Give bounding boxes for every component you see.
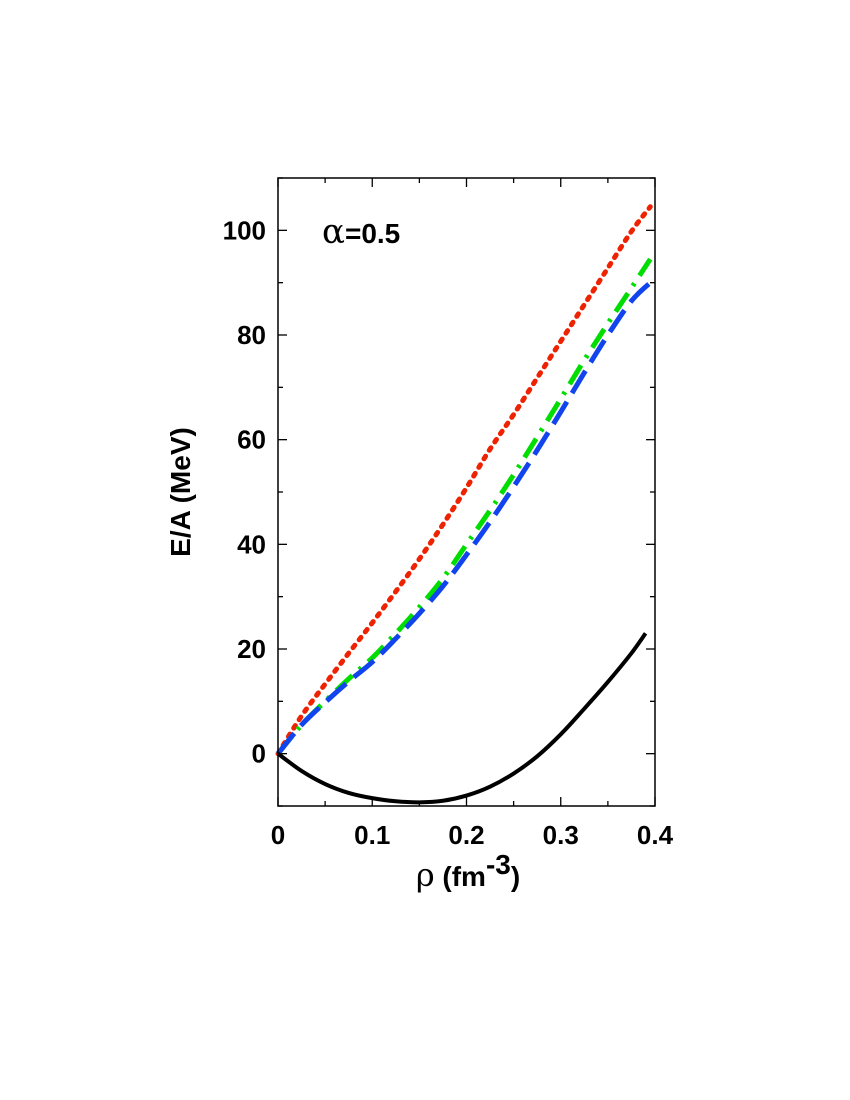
x-tick-label: 0.4 (637, 820, 674, 850)
rho-symbol: ρ (416, 856, 435, 894)
alpha-value: =0.5 (345, 218, 400, 249)
series-line-dashed (276, 280, 653, 756)
tick-labels: 0 0.1 0.2 0.3 0.4 0 20 40 60 80 100 (223, 215, 674, 850)
y-tick-label: 20 (237, 634, 266, 664)
series-line-solid (276, 632, 648, 805)
y-tick-label: 60 (237, 425, 266, 455)
x-axis-label: ρ (fm-3) (416, 849, 520, 894)
alpha-annotation: α=0.5 (322, 212, 400, 252)
y-tick-label: 80 (237, 320, 266, 350)
x-axis-unit-sup: -3 (486, 849, 511, 880)
x-axis-unit-prefix: (fm (435, 861, 486, 892)
alpha-symbol: α (322, 212, 345, 252)
y-tick-label: 40 (237, 529, 266, 559)
series-line-dashdot (276, 257, 653, 756)
x-tick-label: 0 (271, 820, 285, 850)
x-tick-label: 0.2 (448, 820, 484, 850)
y-axis-label: E/A (MeV) (165, 427, 196, 557)
series-layer (275, 204, 653, 805)
y-tick-label: 100 (223, 215, 266, 245)
y-tick-label: 0 (252, 739, 266, 769)
x-axis-unit-suffix: ) (511, 861, 520, 892)
series-line-dotted (275, 204, 653, 757)
x-tick-label: 0.3 (543, 820, 579, 850)
axis-ticks (277, 177, 656, 807)
plot-frame (277, 177, 656, 807)
x-tick-label: 0.1 (354, 820, 390, 850)
